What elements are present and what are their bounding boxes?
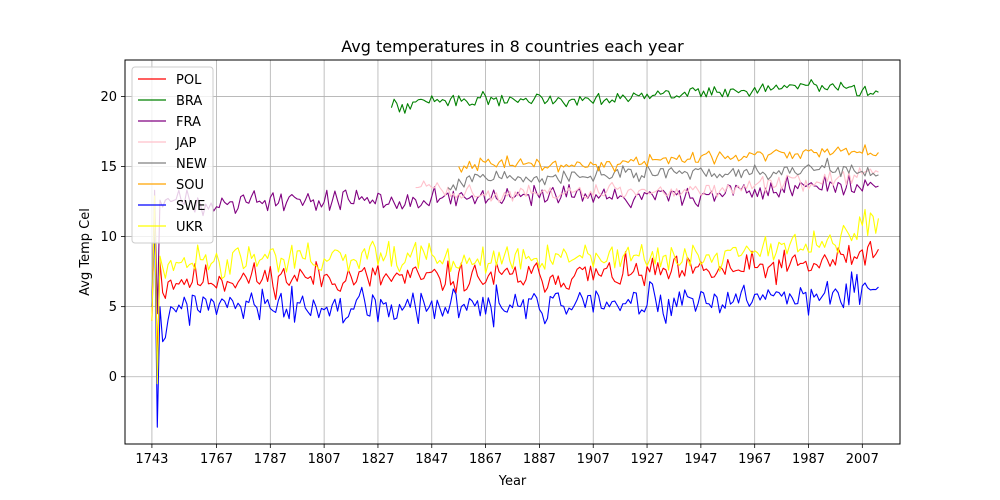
x-tick-label: 1967 bbox=[738, 452, 771, 467]
x-tick-label: 1827 bbox=[361, 452, 394, 467]
x-tick-label: 1927 bbox=[631, 452, 664, 467]
legend: POL BRA FRA JAP NEW SOU SWE UKR bbox=[131, 66, 214, 244]
x-tick-label: 1847 bbox=[415, 452, 448, 467]
x-tick-label: 1907 bbox=[577, 452, 610, 467]
x-axis-title: Year bbox=[498, 474, 527, 489]
legend-label-ukr: UKR bbox=[176, 220, 203, 235]
legend-label-fra: FRA bbox=[176, 115, 201, 130]
x-tick-label: 1807 bbox=[308, 452, 341, 467]
legend-label-swe: SWE bbox=[176, 199, 205, 214]
grid bbox=[125, 60, 900, 444]
x-tick-label: 1987 bbox=[792, 452, 825, 467]
x-tick-label: 1947 bbox=[684, 452, 717, 467]
y-tick-label: 0 bbox=[109, 370, 117, 385]
x-tick-label: 2007 bbox=[846, 452, 879, 467]
y-tick-label: 15 bbox=[100, 160, 117, 175]
x-tick-label: 1767 bbox=[200, 452, 233, 467]
legend-label-pol: POL bbox=[176, 73, 202, 88]
axis-ticks: 1743 1767 1787 1807 1827 1847 1867 1887 1907 1927… bbox=[100, 90, 878, 467]
series-line-bra bbox=[390, 79, 879, 114]
x-tick-label: 1743 bbox=[135, 452, 168, 467]
series-line-sou bbox=[458, 144, 879, 173]
series-line-swe bbox=[151, 216, 879, 428]
legend-label-jap: JAP bbox=[175, 136, 196, 151]
series-lines bbox=[151, 79, 880, 428]
legend-box bbox=[131, 66, 214, 244]
series-line-fra bbox=[151, 174, 879, 315]
y-tick-label: 20 bbox=[100, 90, 117, 105]
legend-label-new: NEW bbox=[176, 157, 207, 172]
series-line-ukr bbox=[151, 195, 880, 385]
legend-label-sou: SOU bbox=[176, 178, 204, 193]
x-tick-label: 1887 bbox=[523, 452, 556, 467]
y-tick-label: 10 bbox=[100, 230, 117, 245]
y-axis-title: Avg Temp Cel bbox=[78, 208, 93, 296]
plot-frame bbox=[124, 59, 901, 445]
series-line-pol bbox=[151, 210, 879, 364]
series-line-new bbox=[447, 157, 879, 191]
legend-label-bra: BRA bbox=[176, 94, 202, 109]
x-tick-label: 1867 bbox=[469, 452, 502, 467]
chart-title: Avg temperatures in 8 countries each yea… bbox=[341, 37, 684, 56]
x-tick-label: 1787 bbox=[254, 452, 287, 467]
y-tick-label: 5 bbox=[109, 300, 117, 315]
series-line-jap bbox=[415, 167, 879, 203]
